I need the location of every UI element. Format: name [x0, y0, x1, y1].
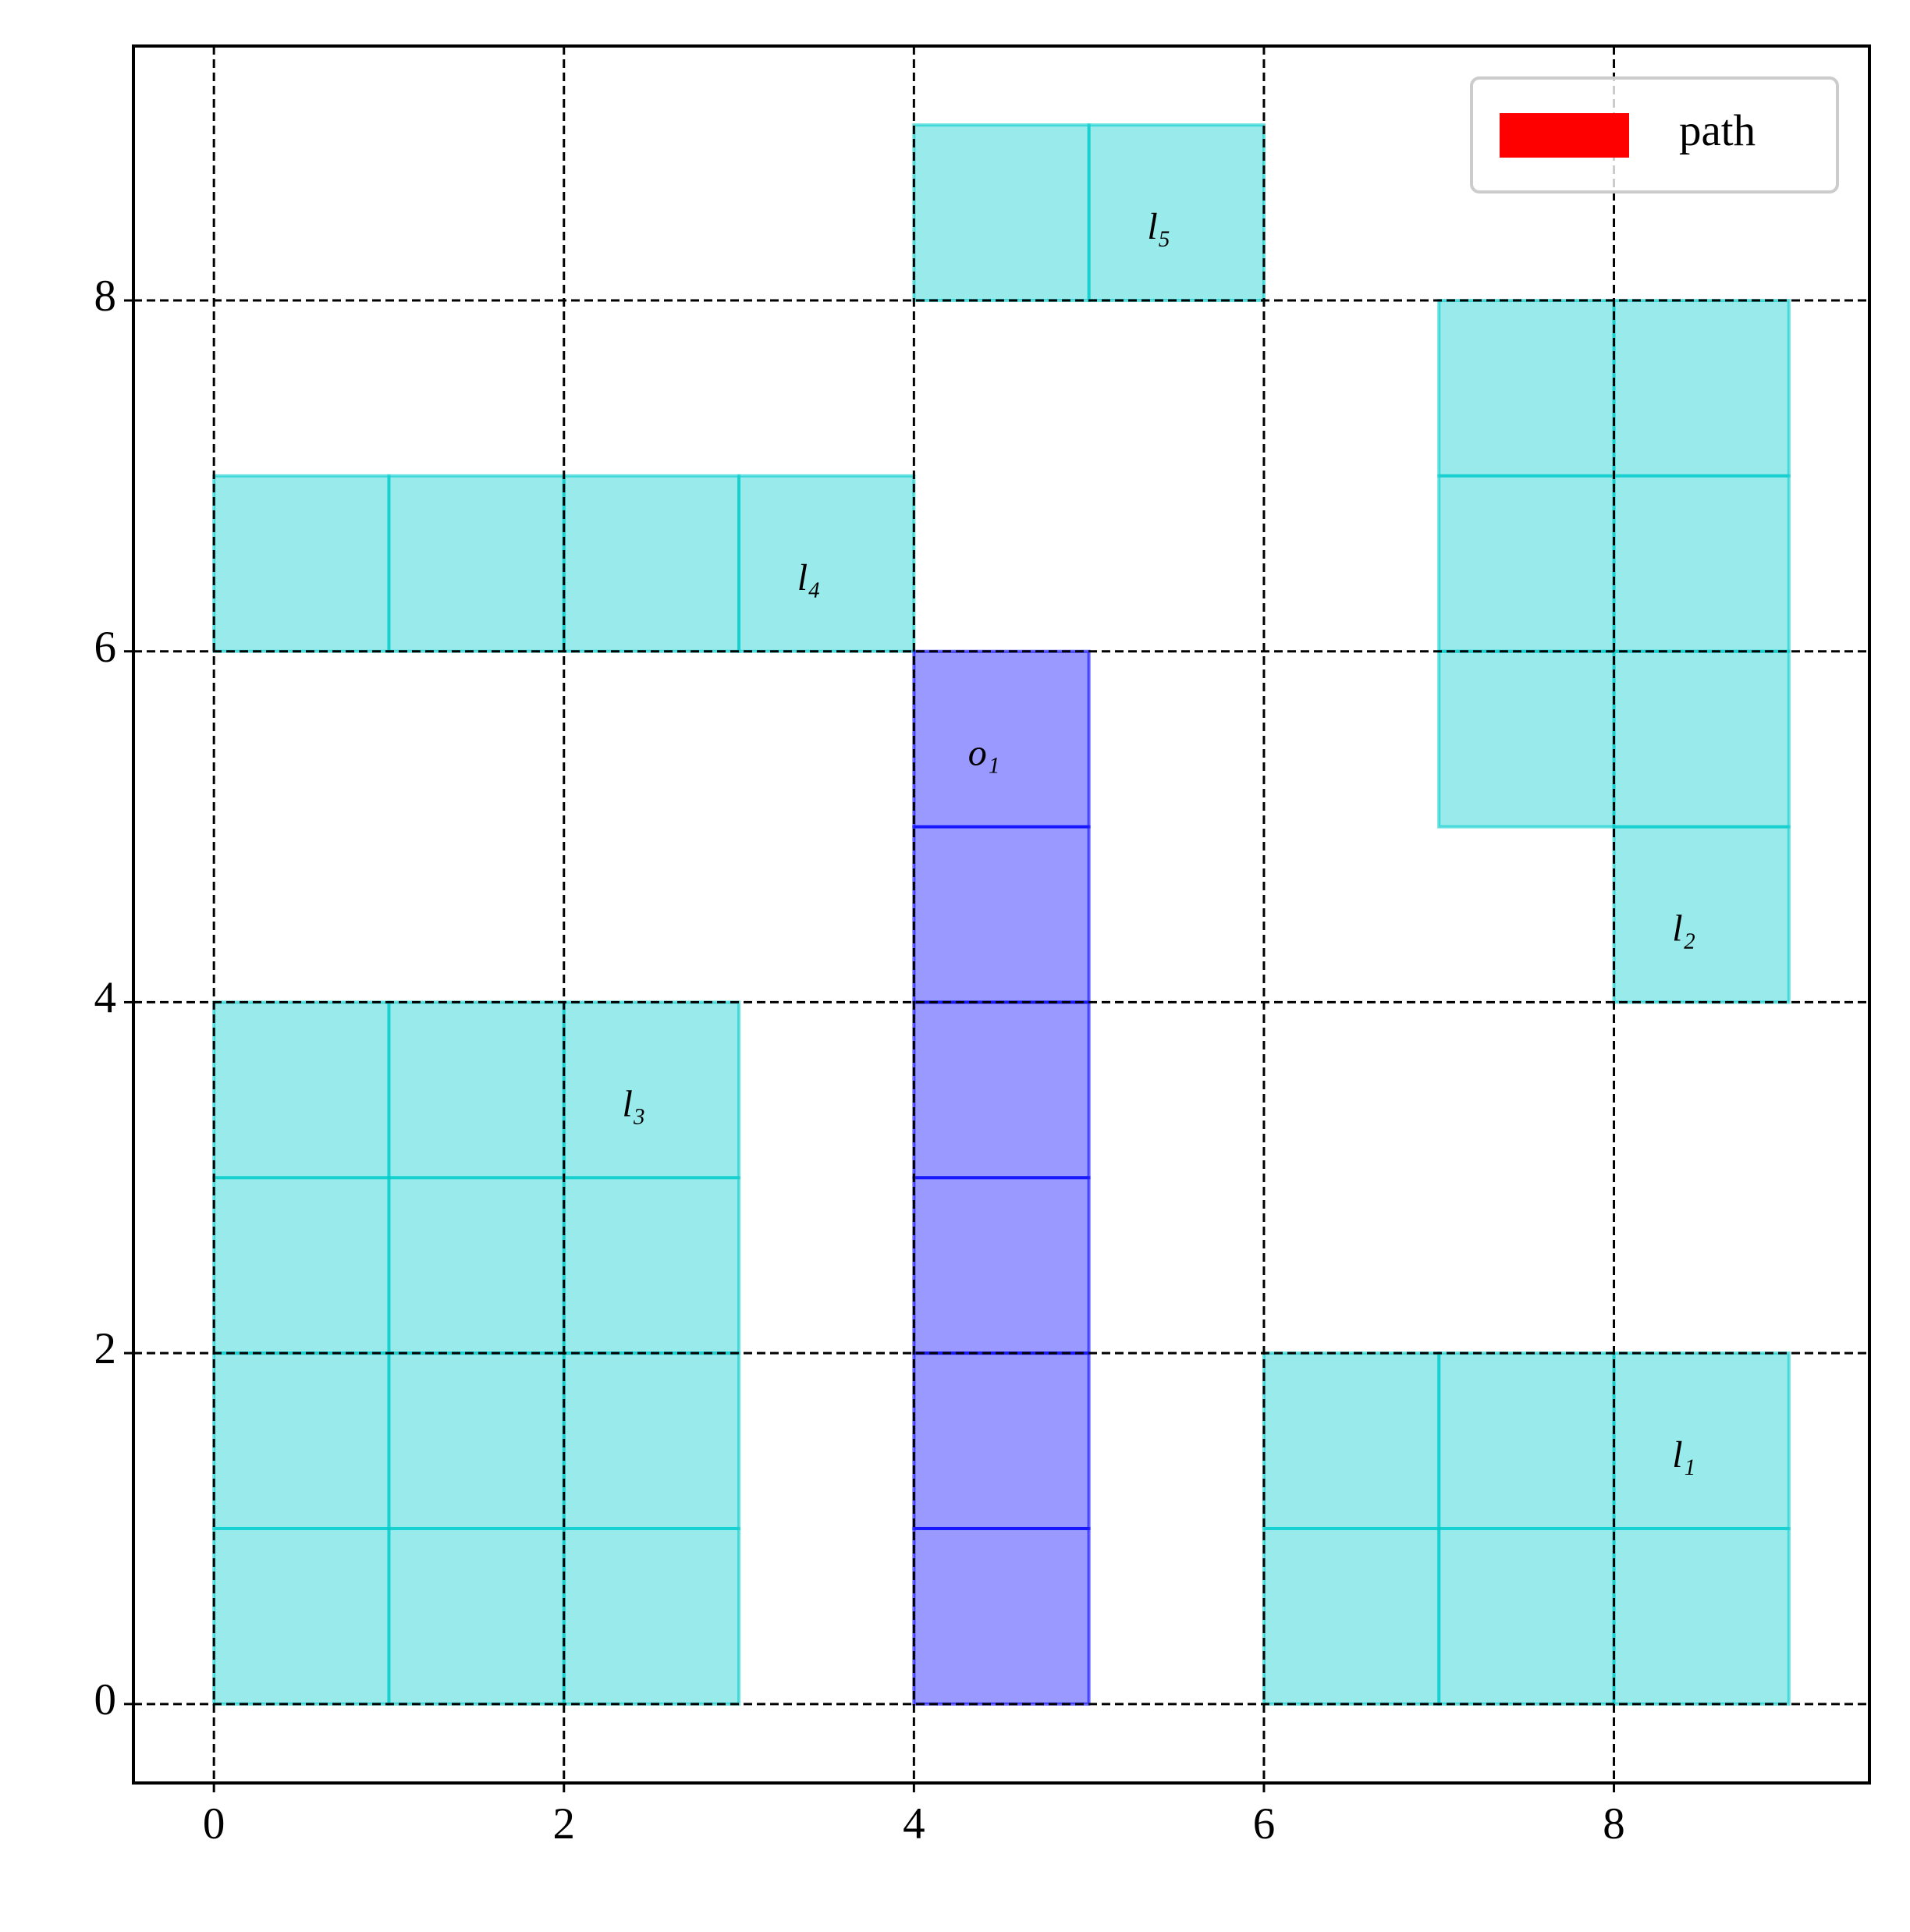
cell [562, 1176, 741, 1355]
cell [387, 1351, 566, 1530]
cell [212, 1176, 391, 1355]
cell [1612, 474, 1791, 653]
cell [912, 649, 1091, 829]
y-tick-label: 6 [94, 623, 117, 672]
cell [387, 474, 566, 653]
cell [737, 474, 916, 653]
cell [1612, 649, 1791, 829]
cell [1087, 123, 1266, 303]
cell [912, 1000, 1091, 1180]
x-tick-label: 4 [903, 1799, 925, 1849]
cell [1437, 299, 1616, 478]
region-label: l₁ [1672, 1434, 1695, 1476]
cell [212, 1351, 391, 1530]
legend-swatch [1500, 113, 1629, 158]
legend-label: path [1679, 106, 1756, 155]
cell [1612, 299, 1791, 478]
cell [562, 1526, 741, 1706]
cell [387, 1526, 566, 1706]
cell [1262, 1351, 1441, 1530]
x-tick-label: 2 [553, 1799, 576, 1849]
cell [912, 1176, 1091, 1355]
cell [1612, 1526, 1791, 1706]
y-tick-label: 4 [94, 974, 117, 1023]
region-label: l₄ [797, 557, 821, 598]
cell [1612, 1351, 1791, 1530]
cell [912, 1526, 1091, 1706]
y-tick-label: 2 [94, 1324, 117, 1373]
cell [1437, 474, 1616, 653]
cell [212, 1526, 391, 1706]
region-label: o₁ [968, 733, 1000, 774]
cell [212, 1000, 391, 1180]
cell [912, 825, 1091, 1004]
y-tick-label: 0 [94, 1675, 117, 1724]
cell [387, 1176, 566, 1355]
region-label: l₃ [622, 1083, 645, 1124]
cell [212, 474, 391, 653]
cell [912, 1351, 1091, 1530]
cell [1437, 1526, 1616, 1706]
plot-frame [132, 44, 1871, 1785]
region-label: l₂ [1672, 908, 1695, 950]
x-tick-label: 8 [1603, 1799, 1625, 1849]
cell [1262, 1526, 1441, 1706]
cell [562, 474, 741, 653]
legend-box [1470, 76, 1839, 194]
region-label: l₅ [1147, 206, 1170, 247]
y-tick-label: 8 [94, 272, 117, 321]
cell [562, 1351, 741, 1530]
x-tick-label: 0 [203, 1799, 225, 1849]
cell [1437, 649, 1616, 829]
cell [387, 1000, 566, 1180]
cell [562, 1000, 741, 1180]
cell [1437, 1351, 1616, 1530]
cell [1612, 825, 1791, 1004]
cell [912, 123, 1091, 303]
x-tick-label: 6 [1253, 1799, 1276, 1849]
